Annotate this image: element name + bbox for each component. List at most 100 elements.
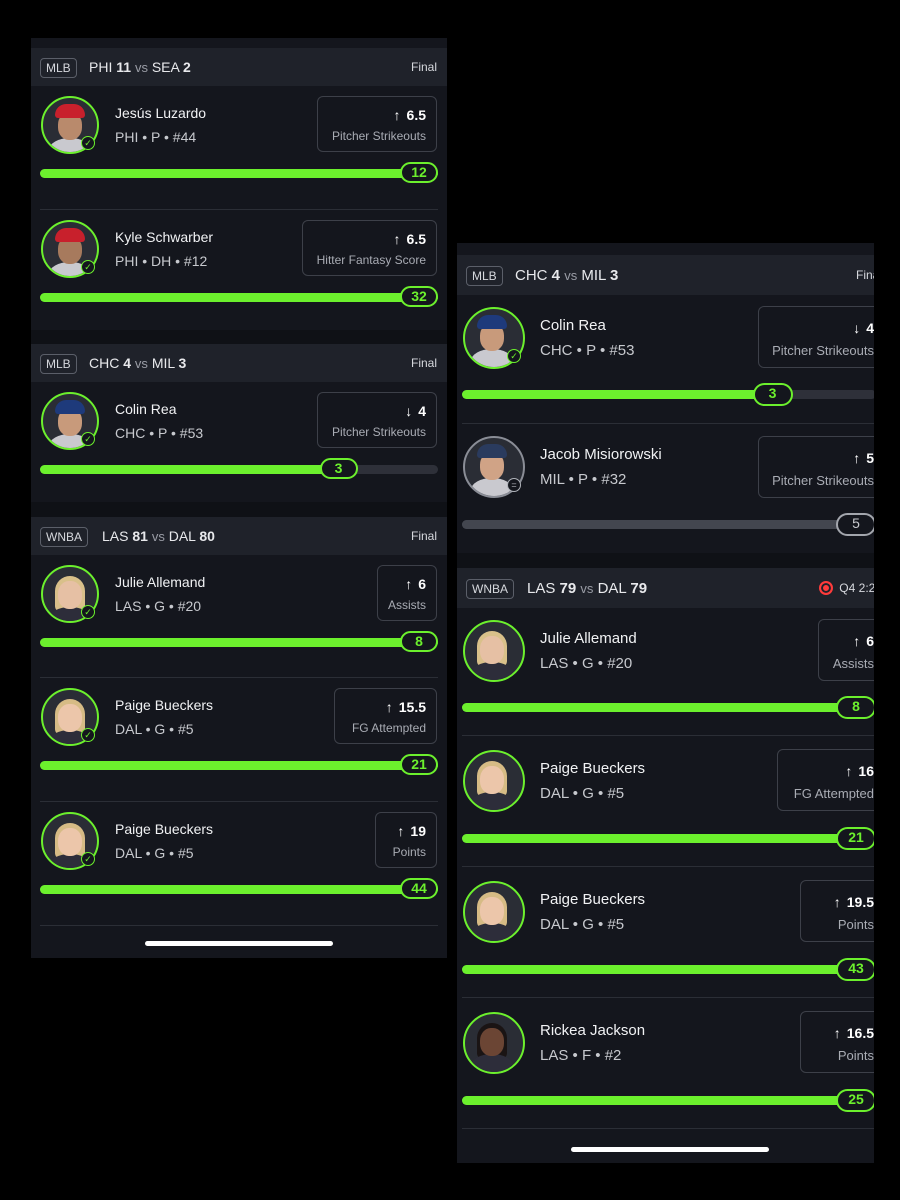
player-name: Julie Allemand bbox=[540, 630, 637, 647]
stat-label: Points bbox=[837, 1048, 874, 1063]
league-badge: MLB bbox=[40, 354, 77, 374]
game-status: Final bbox=[410, 356, 437, 370]
check-icon: ✓ bbox=[81, 728, 95, 742]
game-header[interactable]: MLB CHC 4 vs MIL 3 Final bbox=[457, 255, 874, 295]
player-info: CHC • P • #53 bbox=[115, 425, 204, 441]
player-info: DAL • G • #5 bbox=[540, 785, 625, 802]
result-pill: 21 bbox=[400, 754, 438, 775]
progress-track: 25 bbox=[462, 1089, 874, 1112]
player-prop-row[interactable]: Rickea Jackson LAS • F • #2 ↑ 16.5 Points… bbox=[457, 998, 874, 1129]
game-status: Final bbox=[855, 268, 874, 282]
progress-fill bbox=[462, 965, 874, 974]
result-pill: 44 bbox=[400, 878, 438, 899]
game-header[interactable]: WNBA LAS 79 vs DAL 79 Q4 2:20 bbox=[457, 568, 874, 608]
home-indicator[interactable] bbox=[571, 1147, 769, 1152]
stat-line-box[interactable]: ↑ 19 Points bbox=[375, 812, 437, 868]
stat-line-value: 4 bbox=[866, 320, 874, 336]
stat-line-value: 6 bbox=[418, 576, 426, 592]
divider bbox=[40, 801, 438, 802]
player-name: Rickea Jackson bbox=[540, 1022, 646, 1039]
player-avatar bbox=[463, 1012, 525, 1074]
game-score: CHC 4 vs MIL 3 bbox=[515, 267, 619, 284]
player-avatar bbox=[463, 750, 525, 812]
player-prop-row[interactable]: ✓ Paige Bueckers DAL • G • #5 ↑ 19 Points… bbox=[31, 802, 447, 926]
stat-line-value: 6.5 bbox=[406, 107, 426, 123]
progress-fill bbox=[462, 703, 874, 712]
game-score: CHC 4 vs MIL 3 bbox=[89, 355, 187, 371]
player-prop-row[interactable]: ✓ Jesús Luzardo PHI • P • #44 ↑ 6.5 Pitch… bbox=[31, 86, 447, 210]
stat-line-box[interactable]: ↑ 6 Assists bbox=[818, 619, 874, 681]
divider bbox=[40, 925, 438, 926]
stat-line-box[interactable]: ↓ 4 Pitcher Strikeouts bbox=[758, 306, 874, 368]
stat-label: Assists bbox=[832, 656, 874, 671]
arrow-up-icon: ↑ bbox=[393, 231, 401, 247]
stat-line-box[interactable]: ↑ 15.5 FG Attempted bbox=[334, 688, 437, 744]
progress-track: 8 bbox=[462, 696, 874, 719]
result-pill: 8 bbox=[400, 631, 438, 652]
player-info: DAL • G • #5 bbox=[115, 721, 194, 737]
player-prop-row[interactable]: Julie Allemand LAS • G • #20 ↑ 6 Assists … bbox=[457, 608, 874, 736]
player-prop-row[interactable]: ✓ Colin Rea CHC • P • #53 ↓ 4 Pitcher Str… bbox=[457, 295, 874, 424]
section-gap bbox=[31, 330, 447, 344]
check-icon: ✓ bbox=[81, 605, 95, 619]
divider bbox=[462, 735, 874, 736]
stat-label: Hitter Fantasy Score bbox=[316, 253, 426, 267]
player-name: Paige Bueckers bbox=[540, 760, 646, 777]
live-status: Q4 2:20 bbox=[819, 581, 874, 595]
stat-line-value: 16.5 bbox=[846, 1025, 874, 1041]
stat-line-box[interactable]: ↑ 16 FG Attempted bbox=[777, 749, 874, 811]
stat-line-box[interactable]: ↑ 16.5 Points bbox=[800, 1011, 874, 1073]
check-icon: ✓ bbox=[81, 852, 95, 866]
progress-fill bbox=[40, 885, 438, 894]
progress-track: 32 bbox=[40, 286, 438, 307]
stat-line-box[interactable]: ↑ 6 Assists bbox=[377, 565, 437, 621]
player-prop-row[interactable]: ✓ Paige Bueckers DAL • G • #5 ↑ 15.5 FG A… bbox=[31, 678, 447, 802]
progress-fill bbox=[40, 293, 438, 302]
progress-fill bbox=[462, 1096, 874, 1105]
result-pill: 3 bbox=[752, 383, 793, 406]
stat-line-box[interactable]: ↑ 5 Pitcher Strikeouts bbox=[758, 436, 874, 498]
progress-fill bbox=[40, 465, 339, 474]
divider bbox=[462, 997, 874, 998]
player-prop-row[interactable]: ✓ Colin Rea CHC • P • #53 ↓ 4 Pitcher Str… bbox=[31, 382, 447, 502]
arrow-up-icon: ↑ bbox=[385, 699, 393, 715]
player-prop-row[interactable]: ✓ Kyle Schwarber PHI • DH • #12 ↑ 6.5 Hit… bbox=[31, 210, 447, 331]
progress-track: 3 bbox=[462, 383, 874, 406]
player-info: CHC • P • #53 bbox=[540, 342, 635, 359]
stat-line-box[interactable]: ↑ 6.5 Hitter Fantasy Score bbox=[302, 220, 437, 276]
player-info: PHI • DH • #12 bbox=[115, 253, 208, 269]
section-gap bbox=[31, 502, 447, 517]
game-header[interactable]: MLB PHI 11 vs SEA 2 Final bbox=[31, 48, 447, 86]
progress-fill bbox=[40, 638, 438, 647]
stat-line-box[interactable]: ↑ 6.5 Pitcher Strikeouts bbox=[317, 96, 437, 152]
arrow-down-icon: ↓ bbox=[405, 403, 413, 419]
player-name: Paige Bueckers bbox=[115, 697, 214, 713]
player-name: Colin Rea bbox=[115, 401, 177, 417]
stat-label: FG Attempted bbox=[793, 786, 874, 801]
home-indicator[interactable] bbox=[145, 941, 333, 946]
right-screenshot: MLB CHC 4 vs MIL 3 Final ✓ Colin Rea CHC… bbox=[457, 243, 874, 1163]
stat-line-value: 6.5 bbox=[406, 231, 426, 247]
divider bbox=[40, 209, 438, 210]
progress-track: 3 bbox=[40, 458, 438, 479]
progress-track: 44 bbox=[40, 878, 438, 899]
section-gap bbox=[457, 553, 874, 568]
result-pill: 3 bbox=[319, 458, 358, 479]
player-prop-row[interactable]: ✓ Julie Allemand LAS • G • #20 ↑ 6 Assist… bbox=[31, 555, 447, 678]
stat-line-value: 6 bbox=[866, 633, 874, 649]
player-prop-row[interactable]: Paige Bueckers DAL • G • #5 ↑ 16 FG Attem… bbox=[457, 736, 874, 867]
result-pill: 25 bbox=[836, 1089, 874, 1112]
stat-line-box[interactable]: ↑ 19.5 Points bbox=[800, 880, 874, 942]
league-badge: MLB bbox=[40, 58, 77, 78]
game-header[interactable]: WNBA LAS 81 vs DAL 80 Final bbox=[31, 517, 447, 555]
progress-fill bbox=[40, 761, 438, 770]
player-name: Paige Bueckers bbox=[540, 891, 646, 908]
player-prop-row[interactable]: = Jacob Misiorowski MIL • P • #32 ↑ 5 Pit… bbox=[457, 424, 874, 553]
game-header[interactable]: MLB CHC 4 vs MIL 3 Final bbox=[31, 344, 447, 382]
player-avatar bbox=[463, 620, 525, 682]
arrow-up-icon: ↑ bbox=[833, 894, 841, 910]
arrow-up-icon: ↑ bbox=[853, 633, 861, 649]
stat-line-box[interactable]: ↓ 4 Pitcher Strikeouts bbox=[317, 392, 437, 448]
check-icon: ✓ bbox=[81, 136, 95, 150]
player-prop-row[interactable]: Paige Bueckers DAL • G • #5 ↑ 19.5 Points… bbox=[457, 867, 874, 998]
